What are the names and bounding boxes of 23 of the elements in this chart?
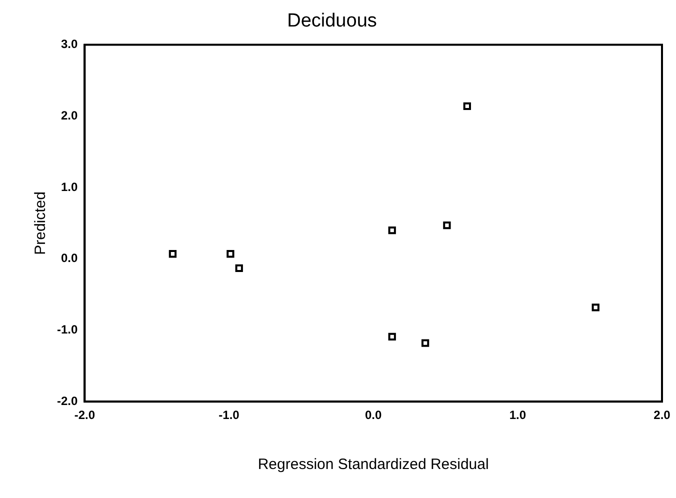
x-tick-label: 0.0 (364, 408, 382, 422)
point (388, 226, 396, 234)
point (443, 222, 451, 230)
point (235, 264, 243, 272)
chart-title: Deciduous (287, 10, 377, 32)
x-tick-label: -2.0 (74, 408, 96, 422)
x-tick-label: 2.0 (654, 408, 671, 422)
y-tick-label: 0.0 (60, 251, 78, 266)
x-tick-label: 1.0 (509, 408, 526, 422)
x-tick-label: -1.0 (218, 408, 240, 422)
y-tick-label: 3.0 (60, 37, 78, 52)
x-axis-title: Regression Standardized Residual (258, 456, 489, 474)
y-tick-label: 1.0 (60, 180, 78, 194)
point (168, 250, 177, 258)
point (592, 304, 600, 312)
point (463, 102, 471, 110)
y-axis-title: Predicted (32, 192, 50, 255)
point (226, 250, 234, 258)
point (421, 339, 430, 347)
point (388, 332, 396, 340)
y-tick-label: -1.0 (56, 322, 78, 337)
y-tick-label: 2.0 (60, 108, 78, 122)
y-tick-label: -2.0 (56, 394, 78, 408)
